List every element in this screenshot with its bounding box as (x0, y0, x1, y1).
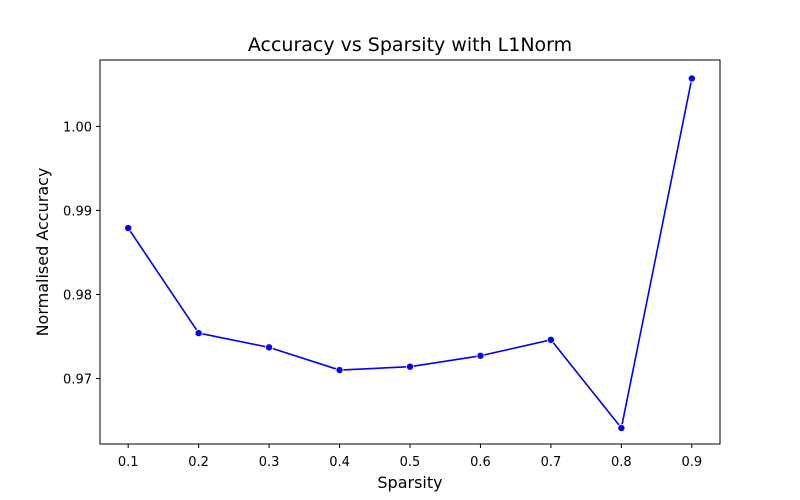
x-tick-label: 0.4 (329, 455, 350, 470)
plot-frame (99, 59, 721, 445)
data-point (265, 343, 274, 352)
data-point (546, 335, 555, 344)
x-axis: 0.1 0.2 0.3 0.4 0.5 0.6 0.7 0.8 0.9 (118, 444, 702, 470)
series-line (127, 78, 693, 429)
x-tick-label: 0.7 (541, 455, 562, 470)
data-point (405, 362, 414, 371)
y-tick-label: 0.97 (63, 372, 92, 387)
x-tick-label: 0.3 (259, 455, 280, 470)
x-tick-label: 0.9 (681, 455, 702, 470)
y-axis-label: Normalised Accuracy (33, 168, 52, 337)
x-axis-label: Sparsity (377, 473, 442, 492)
series-layer (124, 74, 696, 433)
data-point (194, 329, 203, 338)
data-point (476, 351, 485, 360)
x-tick-label: 0.1 (118, 455, 139, 470)
y-tick-label: 1.00 (63, 120, 92, 135)
chart-title: Accuracy vs Sparsity with L1Norm (248, 34, 572, 56)
x-tick-label: 0.6 (470, 455, 491, 470)
x-tick-label: 0.2 (188, 455, 209, 470)
data-point (687, 74, 696, 83)
data-point (124, 224, 133, 233)
x-tick-label: 0.5 (400, 455, 421, 470)
x-tick-label: 0.8 (611, 455, 632, 470)
data-point (335, 366, 344, 375)
data-point (617, 424, 626, 433)
y-tick-label: 0.98 (63, 288, 92, 303)
y-axis: 0.97 0.98 0.99 1.00 (63, 120, 100, 387)
y-tick-label: 0.99 (63, 204, 92, 219)
